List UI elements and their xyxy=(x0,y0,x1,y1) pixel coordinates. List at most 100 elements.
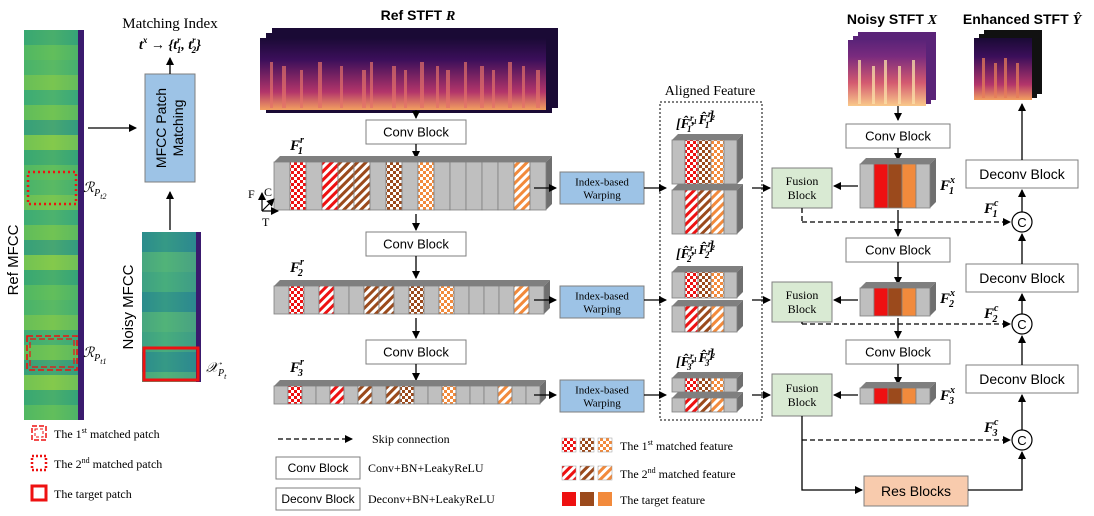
aligned-f3-first xyxy=(671,372,743,393)
deconv-block-1-rect xyxy=(965,159,1079,189)
mfcc-band xyxy=(24,80,78,85)
ref-feature-f2-cell xyxy=(483,285,500,315)
mfcc-band xyxy=(24,215,78,220)
mfcc-band xyxy=(24,195,78,200)
aligned-f3-first-cell xyxy=(697,377,712,393)
ref-feature-f2-cell xyxy=(333,285,350,315)
mfcc-band xyxy=(24,50,78,55)
aligned-f2-second-top xyxy=(672,300,743,306)
mfcc-band xyxy=(24,300,78,305)
mfcc-band xyxy=(24,385,78,390)
ref-feature-f1-cell xyxy=(513,161,531,211)
ref-stft-bar xyxy=(436,66,439,108)
mfcc-band xyxy=(24,280,78,285)
warping-block-3-rect xyxy=(559,379,645,413)
ref-stft-bar xyxy=(492,70,495,108)
mfcc-band xyxy=(24,380,78,385)
mfcc-band xyxy=(24,240,78,245)
noisy-conv-block-2-rect xyxy=(845,237,951,263)
noisy-conv-block-1-label: Conv Block xyxy=(865,129,931,144)
mfcc-band xyxy=(24,250,78,255)
noisy-mfcc-panel xyxy=(142,232,201,382)
ref-mfcc-panel xyxy=(24,30,84,420)
warping-block-2-label: Index-based xyxy=(575,290,629,302)
noisy-conv-block-1: Conv Block xyxy=(845,123,951,149)
legend-deconv-desc: Deconv+BN+LeakyReLU xyxy=(368,492,495,506)
mfcc-band xyxy=(24,175,78,180)
noisy-mfcc-band xyxy=(142,267,196,272)
ref-stft-bar xyxy=(270,62,273,108)
mfcc-band xyxy=(24,375,78,380)
deconv-block-2: Deconv Block xyxy=(965,263,1079,293)
aligned-feature-box xyxy=(659,101,763,421)
mfcc-band xyxy=(24,145,78,150)
ref-conv-block-2-label: Conv Block xyxy=(383,237,449,252)
noisy-feature-f3-cell xyxy=(887,387,903,405)
deconv-block-3-label: Deconv Block xyxy=(979,371,1066,387)
aligned-f1-first-cell xyxy=(684,139,699,185)
noisy-feature-f1 xyxy=(859,158,936,209)
mfcc-band xyxy=(24,45,78,50)
noisy-stft-bar xyxy=(912,60,915,104)
legend-deconv-block: Deconv Block xyxy=(281,492,355,506)
aligned-f3-second-top xyxy=(672,392,743,398)
noisy-feature-f1-top xyxy=(860,158,936,164)
ref-feature-f2-cell xyxy=(393,285,410,315)
mfcc-band xyxy=(24,295,78,300)
ref-feature-f1-cell xyxy=(273,161,291,211)
mfcc-band xyxy=(24,370,78,375)
aligned-f1-second-cell xyxy=(684,189,699,235)
ref-feature-f1-top xyxy=(274,156,552,162)
aligned-f2-first-side xyxy=(737,266,743,298)
ref-feature-f1-cell xyxy=(433,161,451,211)
ref-feature-f2-cell xyxy=(303,285,320,315)
mfcc-band xyxy=(24,180,78,185)
noisy-mfcc-band xyxy=(142,357,196,362)
noisy-mfcc-band xyxy=(142,327,196,332)
aligned-f3-second-cell xyxy=(723,397,738,413)
ref-feature-f3-cell xyxy=(483,385,499,405)
aligned-f1-second-cell xyxy=(697,189,712,235)
mfcc-band xyxy=(24,340,78,345)
warping-block-1-label: Index-based xyxy=(575,176,629,188)
mfcc-band xyxy=(24,325,78,330)
ref-feature-f3-cell xyxy=(287,385,303,405)
mfcc-band xyxy=(24,65,78,70)
mfcc-band xyxy=(24,305,78,310)
ref-feature-f2-cell xyxy=(498,285,515,315)
mfcc-band xyxy=(24,90,78,95)
legend-skip: Skip connection xyxy=(372,432,450,446)
mfcc-band xyxy=(24,120,78,125)
legend-second-patch: The 2nd matched patch xyxy=(54,456,162,471)
concat-symbol-1: C xyxy=(1017,215,1026,230)
noisy-feature-f2-cell xyxy=(901,287,917,317)
aligned-f2-first-cell xyxy=(710,271,725,299)
aligned-f3-first-cell xyxy=(710,377,725,393)
ref-feature-f3-cell xyxy=(343,385,359,405)
concat-symbol-2: C xyxy=(1017,317,1026,332)
axis-glyph: F C T xyxy=(248,185,279,229)
noisy-feature-f1-cell xyxy=(887,163,903,209)
aligned-f1-first-cell xyxy=(723,139,738,185)
mfcc-band xyxy=(24,160,78,165)
mfcc-band xyxy=(24,40,78,45)
ref-feature-f1-cell xyxy=(417,161,435,211)
target-patch xyxy=(142,346,200,382)
warping-block-2-rect xyxy=(559,285,645,319)
mfcc-band xyxy=(24,400,78,405)
mfcc-band xyxy=(24,330,78,335)
ref-feature-f3 xyxy=(273,380,546,405)
noisy-stft-bar xyxy=(858,60,861,104)
mfcc-band xyxy=(24,270,78,275)
noisy-stft-bar xyxy=(898,66,901,104)
ref-stft-image xyxy=(260,28,558,113)
ref-stft-bar xyxy=(536,70,540,108)
ref-feature-f3-top xyxy=(274,380,546,386)
mfcc-band xyxy=(24,255,78,260)
mfcc-band xyxy=(24,35,78,40)
aligned-f2-second-cell xyxy=(684,305,699,333)
mfcc-band xyxy=(24,360,78,365)
aligned-f2-second xyxy=(671,300,743,333)
legend-left: The 1st matched patch The 2nd matched pa… xyxy=(30,425,162,502)
mfcc-band xyxy=(24,315,78,320)
